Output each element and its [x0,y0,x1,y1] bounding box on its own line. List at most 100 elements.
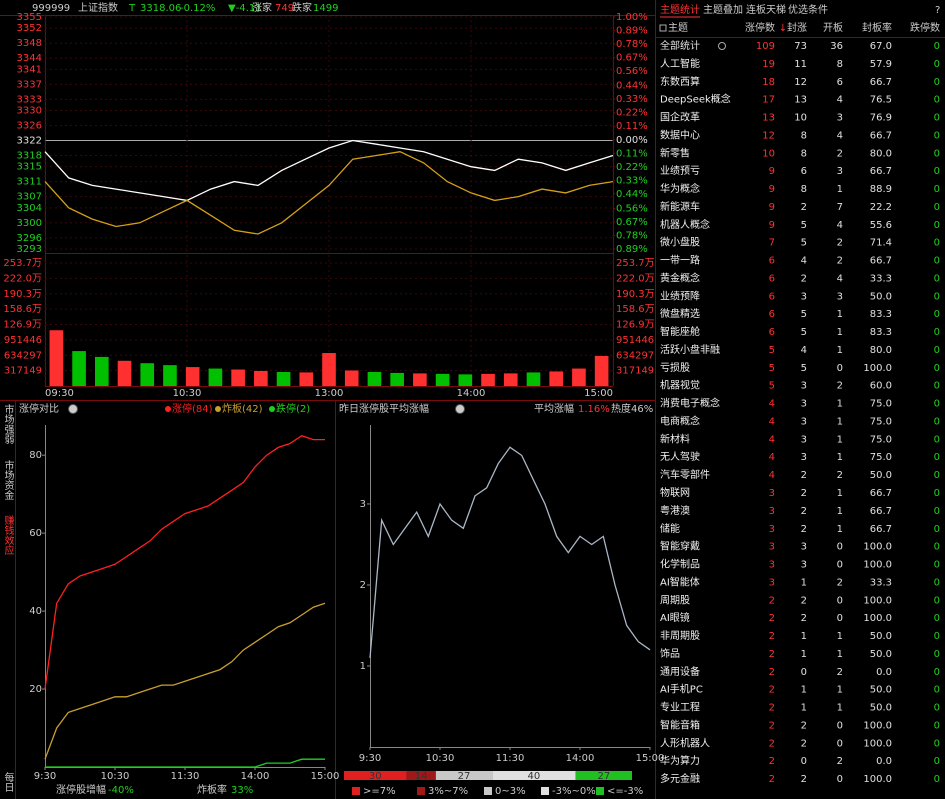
theme-name[interactable]: 智能音箱 [660,718,700,731]
theme-name[interactable]: AI智能体 [660,575,700,588]
cell: 6 [801,166,807,177]
y-tick-label: 190.3万 [3,289,42,300]
column-header[interactable]: 封板率 [862,21,892,34]
y2-tick-label: 0.78% [616,39,648,50]
column-header[interactable]: 跌停数 [910,21,940,34]
legend-swatch [352,787,360,795]
theme-name[interactable]: 专业工程 [660,701,700,714]
theme-name[interactable]: 华为概念 [660,182,700,195]
theme-name[interactable]: 化学制品 [660,558,700,571]
header-up-count: 749 [275,3,294,14]
cell: 50.0 [870,631,892,642]
theme-name[interactable]: 机器人概念 [660,218,710,231]
cell: 6 [769,291,775,302]
cell: 0 [934,363,940,374]
theme-name[interactable]: 消费电子概念 [660,397,720,410]
theme-name[interactable]: 多元金融 [660,772,700,785]
theme-name[interactable]: 周期股 [660,594,690,606]
theme-name[interactable]: 亏损股 [660,361,690,374]
y-tick-label: 3333 [17,94,42,105]
legend-label: 3%~7% [428,786,468,797]
theme-name[interactable]: 物联网 [660,486,690,499]
theme-name[interactable]: AI眼镜 [660,611,690,624]
theme-name[interactable]: 智能座舱 [660,325,700,338]
column-header[interactable]: 主题 [668,22,688,34]
volume-bar [299,372,314,386]
column-header[interactable]: 开板 [823,21,843,34]
theme-name[interactable]: 黄金概念 [660,271,700,284]
header-up-label: 涨家 [252,1,272,14]
tab[interactable]: 主题统计 [660,3,700,16]
row-icon [718,42,726,50]
side-tab[interactable]: 市场资金 [2,459,14,500]
cell: 67.0 [870,41,892,52]
column-header[interactable]: 涨停数 [745,21,775,34]
theme-name[interactable]: 一带一路 [660,254,700,267]
cell: 8 [801,148,807,159]
cell: 0 [934,774,940,785]
cell: 66.7 [870,506,892,517]
y2-tick-label: 190.3万 [616,289,655,300]
volume-bar [185,367,200,386]
y-tick-label: 3344 [17,53,42,64]
cell: 9 [769,166,775,177]
theme-name[interactable]: 数据中心 [660,128,700,141]
side-tab[interactable]: 每日 [2,771,14,792]
y2-tick-label: 317149 [616,366,654,377]
info-icon[interactable] [68,404,78,414]
theme-name[interactable]: 人形机器人 [660,736,710,749]
volume-bar [526,372,541,386]
theme-name[interactable]: 业绩预亏 [660,164,700,177]
tab[interactable]: 优选条件 [788,3,828,16]
y-tick-label: 126.9万 [3,320,42,331]
theme-name[interactable]: 智能穿戴 [660,540,700,553]
cell: 1 [837,452,843,463]
theme-name[interactable]: 活跃小盘非融 [660,343,720,356]
theme-name[interactable]: 微盘精选 [660,307,700,320]
tab[interactable]: ? [935,5,940,16]
theme-name[interactable]: 东数西算 [660,75,700,88]
theme-name[interactable]: 汽车零部件 [660,468,710,481]
cell: 1 [837,506,843,517]
cell: 7 [837,202,843,213]
theme-name[interactable]: 新零售 [660,146,690,159]
info-icon[interactable] [455,404,465,414]
cell: 0 [934,381,940,392]
theme-name[interactable]: 储能 [660,522,680,535]
theme-name[interactable]: 人工智能 [660,57,700,70]
theme-name[interactable]: 全部统计 [660,39,700,52]
theme-name[interactable]: 电商概念 [660,414,700,427]
cell: 5 [801,363,807,374]
tab[interactable]: 连板天梯 [746,3,786,16]
cell: 50.0 [870,649,892,660]
header-flag: T [128,3,136,14]
theme-name[interactable]: 华为算力 [660,754,700,767]
theme-name[interactable]: 业绩预降 [660,289,700,302]
cell: 5 [801,220,807,231]
y2-tick-label: 0.11% [616,121,648,132]
theme-name[interactable]: 微小盘股 [660,236,700,249]
theme-name[interactable]: AI手机PC [660,683,703,696]
cell: 100.0 [863,363,892,374]
theme-name[interactable]: 非周期股 [660,630,700,642]
theme-name[interactable]: 通用设备 [660,665,700,678]
cell: 2 [769,667,775,678]
header-down-label: 跌家 [292,1,312,14]
theme-name[interactable]: 机器视觉 [660,379,700,392]
theme-name[interactable]: 饰品 [660,647,680,660]
theme-name[interactable]: DeepSeek概念 [660,93,731,106]
cell: 66.7 [870,166,892,177]
side-tab[interactable]: 市场强弱 [2,403,14,445]
y2-tick-label: 0.11% [616,148,648,159]
theme-name[interactable]: 国企改革 [660,111,700,124]
theme-name[interactable]: 新能源车 [660,200,700,213]
tab[interactable]: 主题叠加 [703,4,743,16]
theme-name[interactable]: 新材料 [660,432,690,445]
settings-icon[interactable] [659,24,667,32]
cell: 18 [762,77,775,88]
cell: 2 [769,631,775,642]
theme-name[interactable]: 无人驾驶 [660,450,700,463]
column-header[interactable]: 封涨 [787,21,807,34]
side-tab[interactable]: 赚钱效应 [2,514,14,556]
theme-name[interactable]: 粤港澳 [660,504,690,517]
